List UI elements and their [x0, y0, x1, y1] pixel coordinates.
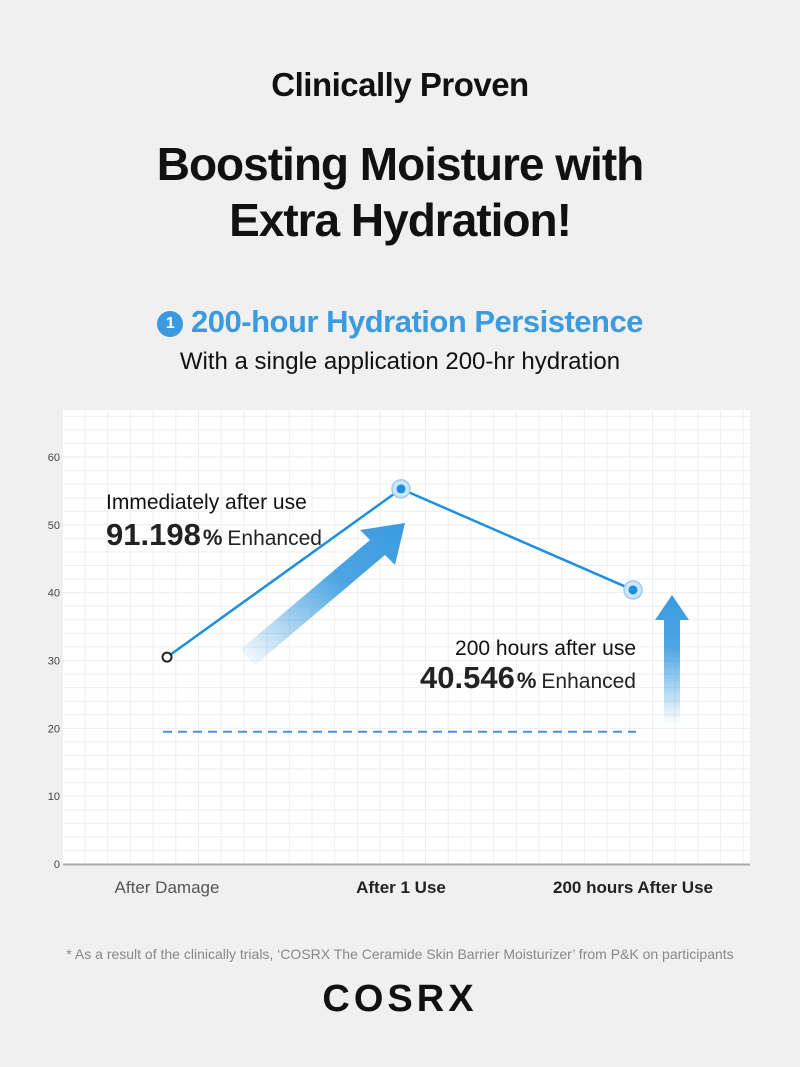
annotation-2-label: 200 hours after use	[455, 637, 636, 660]
section-title-text: 200-hour Hydration Persistence	[191, 304, 643, 339]
y-tick-label: 0	[54, 859, 60, 871]
title-line-1: Boosting Moisture with	[156, 138, 645, 190]
x-tick-label: 200 hours After Use	[553, 878, 713, 897]
x-tick-label: After Damage	[115, 878, 220, 897]
grid	[63, 410, 750, 865]
y-tick-label: 60	[48, 452, 60, 464]
y-tick-label: 20	[48, 723, 60, 735]
plot-panel	[63, 410, 750, 865]
section-title: 1 200-hour Hydration Persistence	[0, 304, 800, 340]
y-tick-label: 10	[48, 791, 60, 803]
up-right-arrow-icon	[240, 523, 405, 665]
data-point	[161, 651, 173, 663]
annotation-1-label: Immediately after use	[106, 491, 307, 514]
y-tick-label: 30	[48, 656, 60, 668]
data-point	[396, 484, 406, 494]
annotation-2-value: 40.546% Enhanced	[420, 660, 636, 695]
subtitle: With a single application 200-hr hydrati…	[179, 348, 621, 375]
x-tick-label: After 1 Use	[356, 878, 446, 897]
page-title: Boosting Moisture with Extra Hydration!	[0, 136, 800, 248]
kicker-heading: Clinically Proven	[271, 66, 529, 103]
y-tick-label: 40	[48, 588, 60, 600]
annotation-1-value: 91.198% Enhanced	[106, 517, 322, 552]
brand-logo: COSRX	[322, 978, 478, 1020]
footnote: * As a result of the clinically trials, …	[66, 946, 734, 962]
y-tick-label: 50	[48, 520, 60, 532]
up-arrow-icon	[655, 595, 689, 725]
section-number-badge: 1	[157, 311, 184, 337]
title-line-2: Extra Hydration!	[229, 194, 572, 246]
data-point	[628, 585, 638, 595]
